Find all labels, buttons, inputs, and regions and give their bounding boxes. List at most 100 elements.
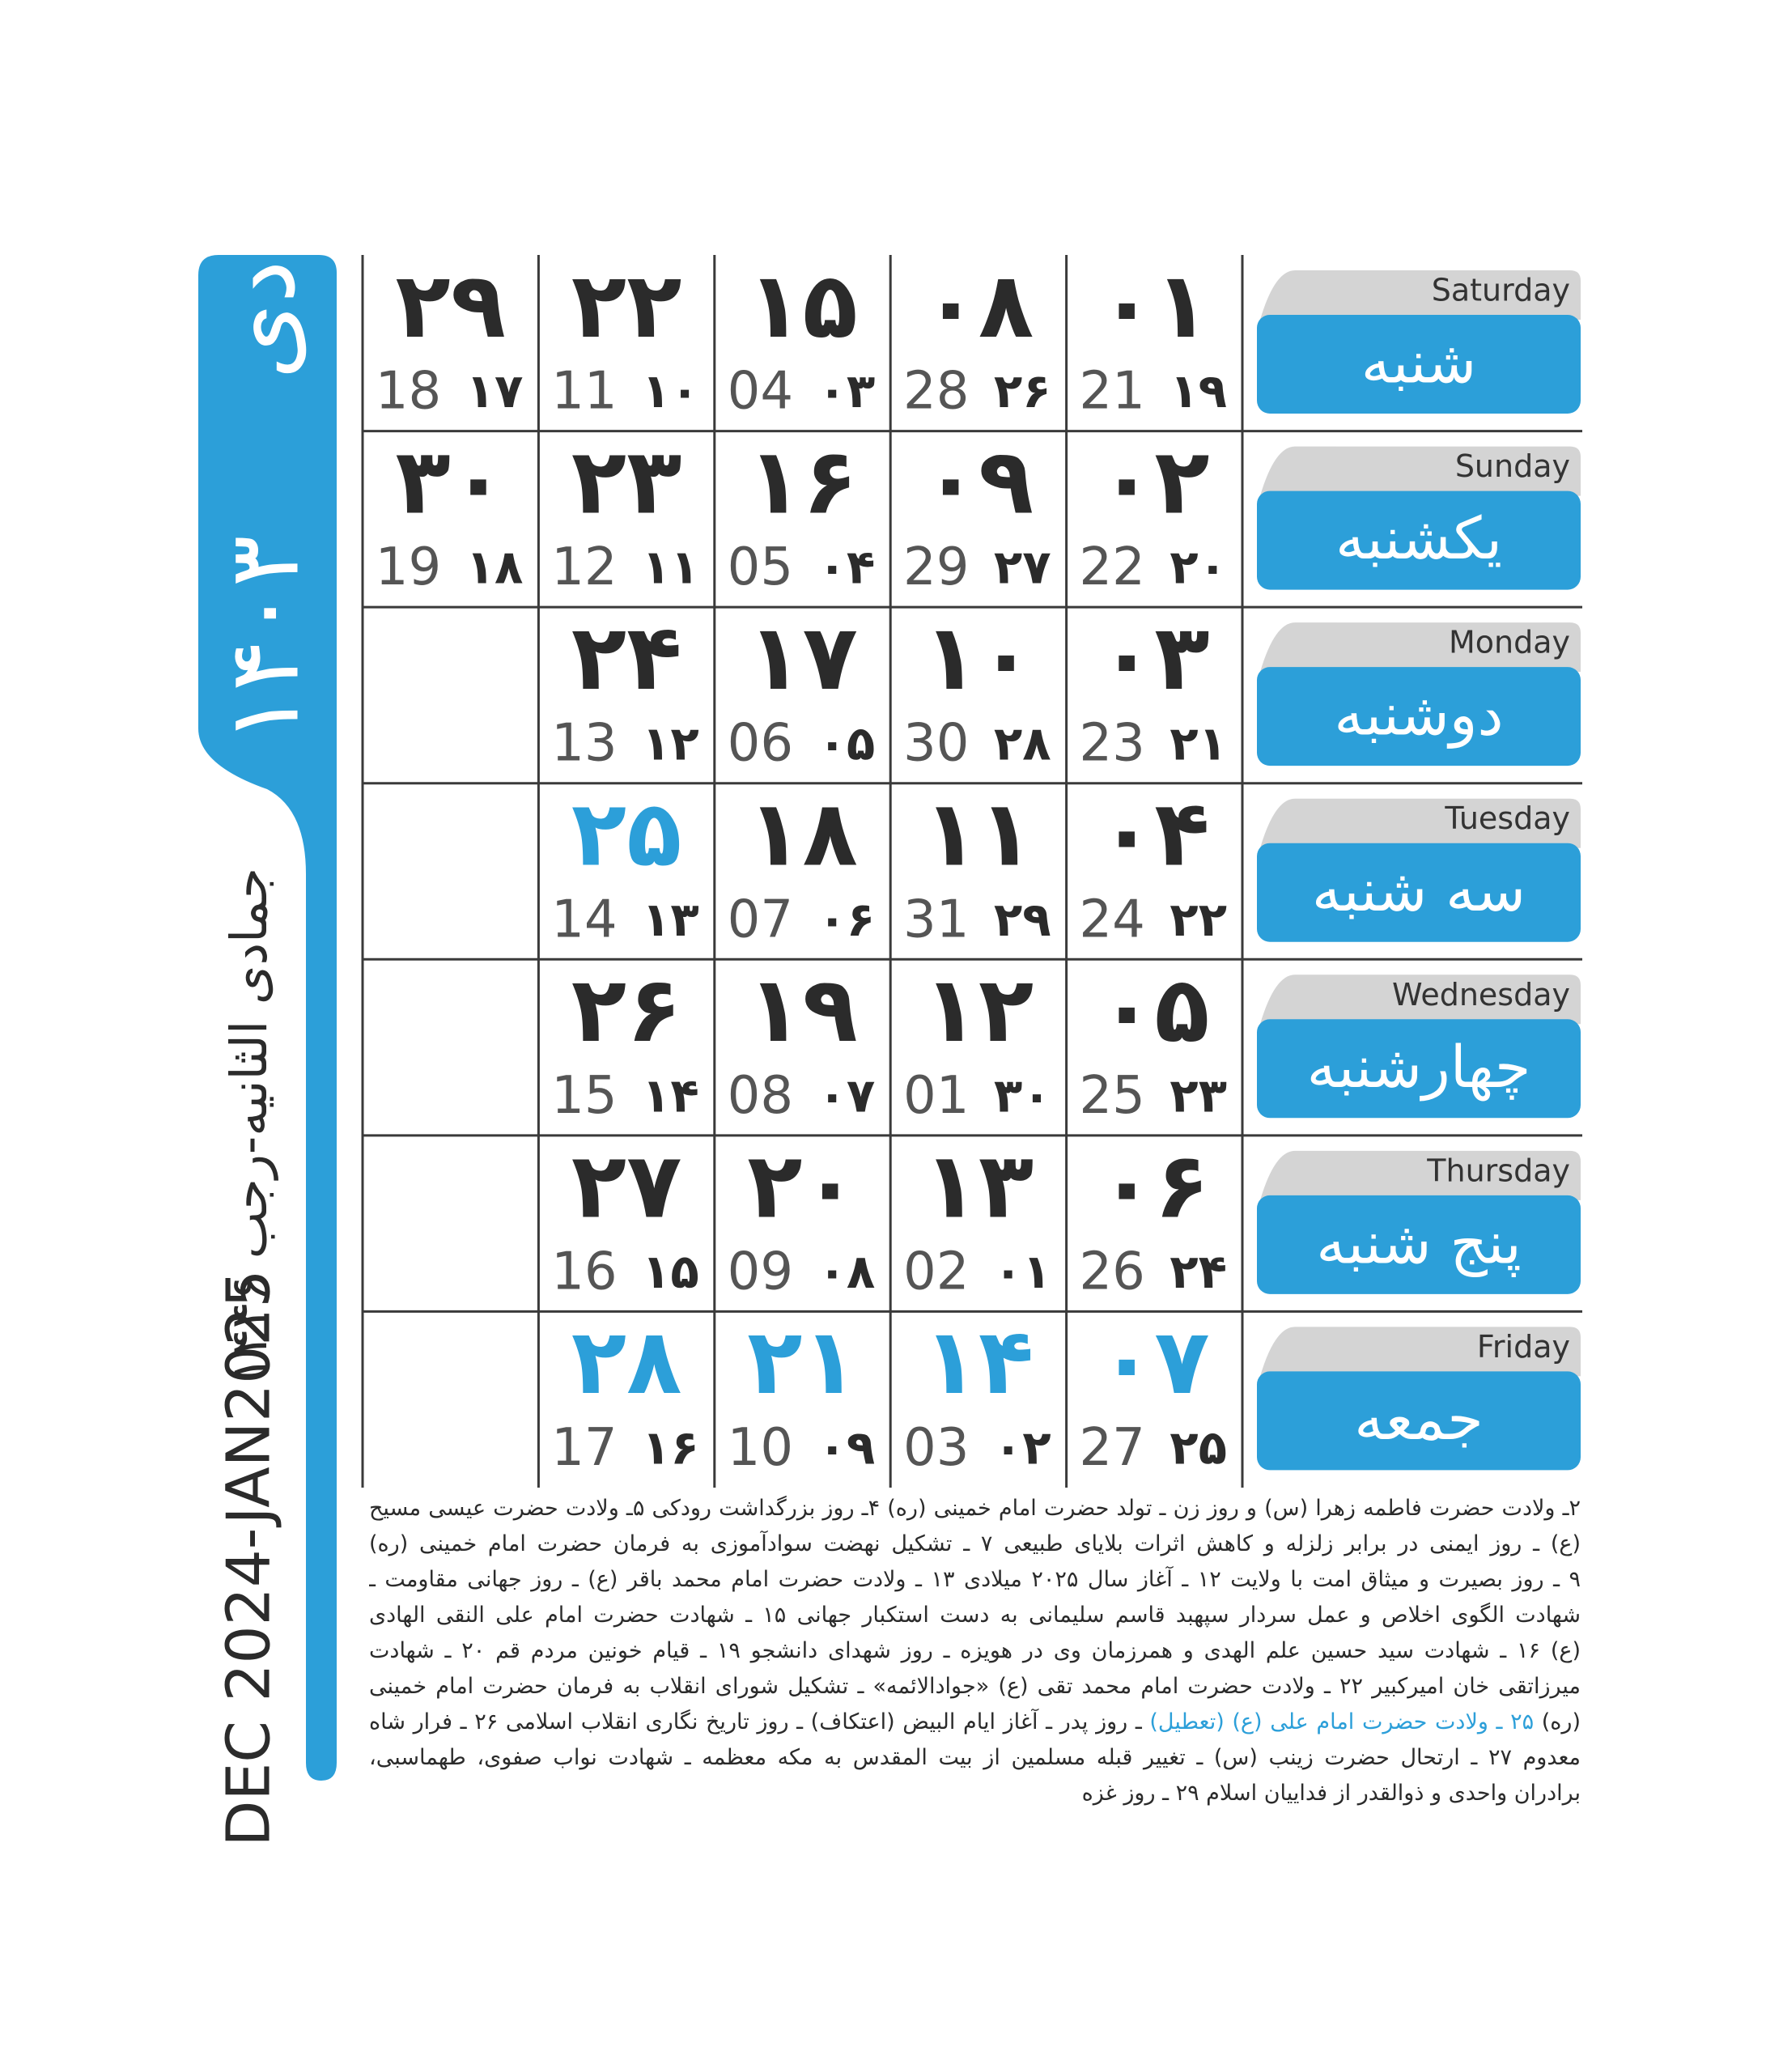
jalali-day: ۱۶ — [747, 429, 858, 534]
hijri-day: ۱۳ — [642, 892, 699, 947]
jalali-day: ۱۲ — [923, 957, 1034, 1063]
note-highlight: ۲۵ ـ ولادت حضرت امام علی (ع) (تعطیل) — [1149, 1709, 1535, 1734]
day-name-fa: شنبه — [1361, 329, 1476, 397]
jalali-day: ۱۰ — [923, 605, 1034, 711]
note-text: (ع) ـ روز ایمنی در برابر زلزله و کاهش اث… — [369, 1531, 1581, 1556]
sidebar-month: دی — [205, 260, 317, 379]
jalali-day: ۰۷ — [1099, 1310, 1210, 1415]
day-name-en: Monday — [1449, 625, 1570, 660]
hijri-day: ۳۰ — [994, 1068, 1051, 1123]
hijri-day: ۱۲ — [642, 715, 699, 771]
jalali-day: ۱۳ — [923, 1134, 1034, 1239]
note-text: معدوم ۲۷ ـ ارتحال حضرت زینب (س) ـ تغییر … — [369, 1745, 1581, 1770]
day-name-en: Tuesday — [1444, 800, 1570, 836]
hijri-day: ۲۶ — [994, 363, 1051, 418]
notes: ۲ـ ولادت حضرت فاطمه زهرا (س) و روز زن ـ … — [369, 1491, 1581, 1811]
jalali-day: ۳۰ — [395, 429, 506, 534]
jalali-day: ۲۲ — [571, 253, 682, 359]
gregorian-day: 26 — [1079, 1242, 1144, 1301]
hijri-day: ۱۷ — [466, 363, 524, 418]
day-name-fa: سه شنبه — [1312, 856, 1526, 924]
gregorian-day: 22 — [1079, 537, 1144, 597]
hijri-day: ۱۸ — [466, 540, 524, 595]
hijri-day: ۱۹ — [1170, 363, 1227, 418]
hijri-day: ۲۵ — [1170, 1420, 1227, 1475]
jalali-day: ۱۷ — [747, 605, 858, 711]
gregorian-day: 14 — [551, 890, 617, 949]
jalali-day: ۲۴ — [571, 605, 682, 711]
day-tab — [1260, 1150, 1581, 1200]
jalali-day: ۲۳ — [571, 429, 682, 534]
gregorian-day: 18 — [376, 362, 441, 422]
hijri-day: ۰۴ — [817, 540, 875, 595]
day-name-fa: دوشنبه — [1334, 681, 1503, 749]
note-text: (ره) — [1534, 1709, 1581, 1734]
note-line: شهادت الگوی اخلاص و عمل سردار سپهبد قاسم… — [369, 1598, 1581, 1633]
gregorian-day: 31 — [903, 890, 969, 949]
note-line: ۹ ـ روز بصیرت و میثاق امت با ولایت ۱۲ ـ … — [369, 1562, 1581, 1598]
jalali-day: ۲۰ — [747, 1134, 858, 1239]
note-line: برادران واحدی و ذوالقدر از فداییان اسلام… — [369, 1776, 1581, 1811]
jalali-day: ۲۱ — [747, 1310, 858, 1415]
hijri-day: ۱۱ — [642, 540, 699, 595]
hijri-day: ۰۱ — [994, 1244, 1051, 1299]
gregorian-day: 11 — [551, 362, 617, 422]
gregorian-day: 09 — [728, 1242, 793, 1301]
gregorian-day: 28 — [903, 362, 969, 422]
hijri-day: ۰۹ — [817, 1420, 875, 1475]
hijri-day: ۰۷ — [817, 1068, 875, 1123]
sidebar-gregorian: DEC 2024-JAN2025 — [214, 1270, 284, 1847]
jalali-day: ۲۸ — [571, 1310, 682, 1415]
hijri-day: ۰۶ — [817, 892, 875, 947]
jalali-day: ۰۴ — [1099, 781, 1210, 886]
note-line: (ع) ـ روز ایمنی در برابر زلزله و کاهش اث… — [369, 1526, 1581, 1562]
day-name-en: Saturday — [1432, 273, 1570, 308]
gregorian-day: 02 — [903, 1242, 969, 1301]
gregorian-day: 25 — [1079, 1066, 1144, 1126]
hijri-day: ۱۵ — [642, 1244, 699, 1299]
day-tab — [1260, 622, 1581, 673]
jalali-day: ۲۵ — [571, 781, 682, 886]
day-name-en: Sunday — [1455, 448, 1570, 484]
gregorian-day: 01 — [903, 1066, 969, 1126]
hijri-day: ۰۵ — [817, 715, 875, 771]
day-label-box — [1257, 1371, 1581, 1471]
jalali-day: ۰۲ — [1099, 429, 1210, 534]
jalali-day: ۱۸ — [747, 781, 858, 886]
gregorian-day: 21 — [1079, 362, 1144, 422]
day-name-fa: جمعه — [1354, 1385, 1483, 1453]
day-name-fa: پنج شنبه — [1316, 1208, 1522, 1277]
hijri-day: ۰۳ — [817, 363, 875, 418]
day-tab — [1260, 974, 1581, 1025]
gregorian-day: 23 — [1079, 714, 1144, 774]
jalali-day: ۲۷ — [571, 1134, 682, 1239]
jalali-day: ۱۱ — [923, 781, 1034, 886]
jalali-day: ۰۸ — [923, 253, 1034, 359]
day-tab — [1260, 270, 1581, 320]
jalali-day: ۲۹ — [395, 253, 506, 359]
note-line: (ع) ۱۶ ـ شهادت سید حسین علم الهدی و همرز… — [369, 1633, 1581, 1669]
day-label-box — [1257, 315, 1581, 414]
jalali-day: ۱۴ — [923, 1310, 1034, 1415]
gregorian-day: 30 — [903, 714, 969, 774]
note-text: ـ روز پدر ـ آغاز ایام البیض (اعتکاف) ـ ر… — [369, 1709, 1150, 1734]
gregorian-day: 12 — [551, 537, 617, 597]
hijri-day: ۰۲ — [994, 1420, 1051, 1475]
hijri-day: ۲۳ — [1170, 1068, 1227, 1123]
sidebar-year: ۱۴۰۳ — [209, 535, 321, 744]
jalali-day: ۰۹ — [923, 429, 1034, 534]
gregorian-day: 24 — [1079, 890, 1144, 949]
gregorian-day: 27 — [1079, 1418, 1144, 1478]
gregorian-day: 19 — [376, 537, 441, 597]
hijri-day: ۲۹ — [994, 892, 1051, 947]
jalali-day: ۰۳ — [1099, 605, 1210, 711]
note-text: ۲ـ ولادت حضرت فاطمه زهرا (س) و روز زن ـ … — [369, 1496, 1581, 1521]
note-text: برادران واحدی و ذوالقدر از فداییان اسلام… — [1081, 1781, 1581, 1806]
gregorian-day: 03 — [903, 1418, 969, 1478]
hijri-day: ۲۴ — [1170, 1244, 1227, 1299]
jalali-day: ۱۹ — [747, 957, 858, 1063]
sidebar-hijri: جمادی الثانیه-رجب ۱۴۴۶ — [219, 868, 278, 1382]
jalali-day: ۰۱ — [1099, 253, 1210, 359]
day-tab — [1260, 1327, 1581, 1377]
